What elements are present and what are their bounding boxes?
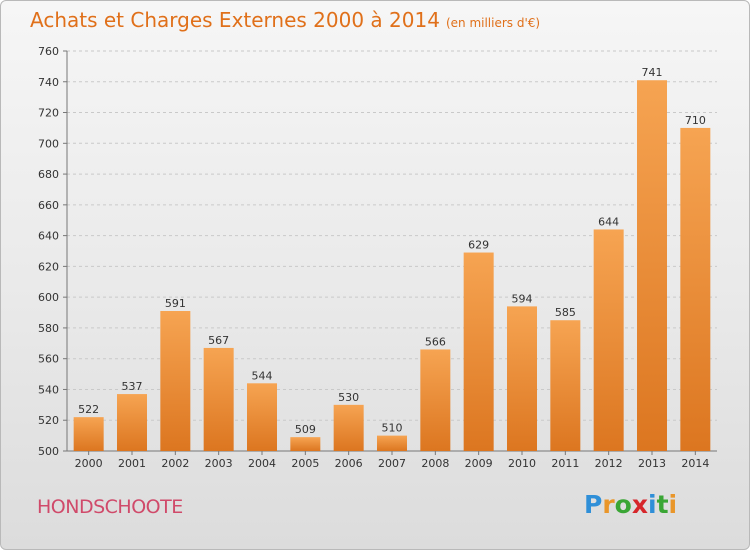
bar-value-label: 509 xyxy=(295,423,316,436)
y-tick-label: 640 xyxy=(38,230,59,243)
bar-value-label: 644 xyxy=(598,215,619,228)
bar-value-label: 629 xyxy=(468,239,489,252)
y-tick-label: 680 xyxy=(38,168,59,181)
y-tick-label: 660 xyxy=(38,199,59,212)
x-tick-label: 2010 xyxy=(508,457,536,470)
y-tick-label: 560 xyxy=(38,353,59,366)
bar-value-label: 522 xyxy=(78,403,99,416)
x-tick-label: 2013 xyxy=(638,457,666,470)
bar-2003 xyxy=(203,347,234,451)
bar-value-label: 537 xyxy=(122,380,143,393)
bar-2004 xyxy=(247,383,277,451)
bar-value-label: 585 xyxy=(555,306,576,319)
bar-2010 xyxy=(507,306,537,451)
x-tick-label: 2006 xyxy=(335,457,363,470)
bar-2007 xyxy=(377,435,407,451)
logo-letter: P xyxy=(584,490,603,519)
bar-2013 xyxy=(637,80,667,451)
logo-letter: i xyxy=(648,490,657,519)
bar-value-label: 594 xyxy=(512,292,533,305)
x-tick-label: 2003 xyxy=(205,457,233,470)
x-tick-label: 2011 xyxy=(551,457,579,470)
bar-value-label: 510 xyxy=(382,422,403,435)
bar-2008 xyxy=(420,349,451,451)
bar-value-label: 566 xyxy=(425,335,446,348)
title-text: Achats et Charges Externes 2000 à 2014 xyxy=(30,8,440,32)
x-tick-label: 2002 xyxy=(161,457,189,470)
title-unit: (en milliers d'€) xyxy=(445,16,541,30)
bar-value-label: 567 xyxy=(208,334,229,347)
bar-2012 xyxy=(593,229,624,451)
bar-2009 xyxy=(463,252,494,451)
town-name: HONDSCHOOTE xyxy=(37,496,183,518)
bar-value-label: 710 xyxy=(685,114,706,127)
bar-value-label: 741 xyxy=(642,66,663,79)
x-tick-label: 2007 xyxy=(378,457,406,470)
bar-value-label: 544 xyxy=(252,369,273,382)
x-tick-label: 2009 xyxy=(465,457,493,470)
bar-2000 xyxy=(73,417,104,451)
bar-2001 xyxy=(117,394,147,451)
logo-letter: t xyxy=(656,490,669,519)
y-tick-label: 500 xyxy=(38,445,59,458)
y-tick-label: 580 xyxy=(38,322,59,335)
logo-letter: o xyxy=(614,490,632,519)
x-tick-label: 2014 xyxy=(681,457,709,470)
x-tick-label: 2001 xyxy=(118,457,146,470)
chart-title: Achats et Charges Externes 2000 à 2014 (e… xyxy=(30,8,540,32)
bar-value-label: 591 xyxy=(165,297,186,310)
y-tick-label: 700 xyxy=(38,137,59,150)
proxiti-logo: Proxiti xyxy=(584,490,677,519)
x-tick-label: 2000 xyxy=(75,457,103,470)
x-tick-label: 2005 xyxy=(291,457,319,470)
x-tick-label: 2004 xyxy=(248,457,276,470)
bar-value-label: 530 xyxy=(338,391,359,404)
y-tick-label: 620 xyxy=(38,260,59,273)
y-tick-label: 740 xyxy=(38,76,59,89)
y-tick-label: 720 xyxy=(38,107,59,120)
bar-2014 xyxy=(680,127,711,451)
bar-2005 xyxy=(290,437,321,451)
x-tick-label: 2012 xyxy=(595,457,623,470)
logo-letter: r xyxy=(602,490,615,519)
y-tick-label: 520 xyxy=(38,414,59,427)
y-tick-label: 600 xyxy=(38,291,59,304)
bar-2011 xyxy=(550,320,581,451)
x-tick-label: 2008 xyxy=(421,457,449,470)
y-tick-label: 540 xyxy=(38,383,59,396)
bar-2006 xyxy=(333,404,364,451)
bar-2002 xyxy=(160,311,191,451)
logo-letter: x xyxy=(631,490,648,519)
y-tick-label: 760 xyxy=(38,45,59,58)
logo-letter: i xyxy=(668,490,678,519)
